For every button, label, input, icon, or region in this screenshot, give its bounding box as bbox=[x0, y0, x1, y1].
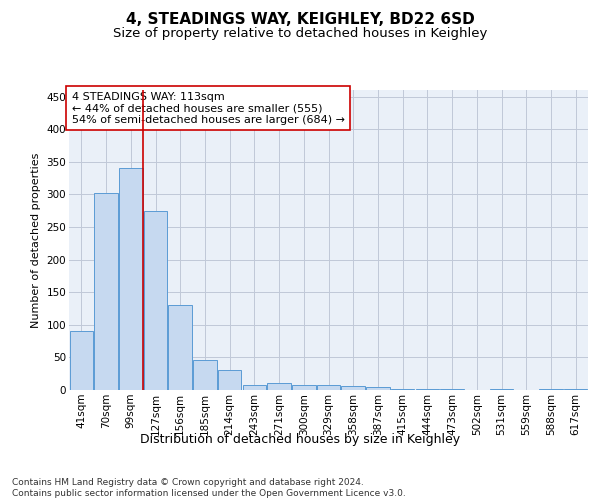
Bar bbox=[70, 332, 93, 390]
Bar bbox=[391, 388, 415, 390]
Bar bbox=[144, 210, 167, 390]
Bar bbox=[193, 360, 217, 390]
Text: Contains HM Land Registry data © Crown copyright and database right 2024.
Contai: Contains HM Land Registry data © Crown c… bbox=[12, 478, 406, 498]
Y-axis label: Number of detached properties: Number of detached properties bbox=[31, 152, 41, 328]
Bar bbox=[317, 385, 340, 390]
Bar bbox=[169, 305, 192, 390]
Bar bbox=[292, 385, 316, 390]
Bar bbox=[242, 385, 266, 390]
Bar bbox=[440, 388, 464, 390]
Bar bbox=[539, 388, 563, 390]
Text: Distribution of detached houses by size in Keighley: Distribution of detached houses by size … bbox=[140, 432, 460, 446]
Bar bbox=[564, 388, 587, 390]
Bar bbox=[416, 388, 439, 390]
Bar bbox=[490, 388, 513, 390]
Text: Size of property relative to detached houses in Keighley: Size of property relative to detached ho… bbox=[113, 28, 487, 40]
Text: 4 STEADINGS WAY: 113sqm
← 44% of detached houses are smaller (555)
54% of semi-d: 4 STEADINGS WAY: 113sqm ← 44% of detache… bbox=[71, 92, 344, 124]
Text: 4, STEADINGS WAY, KEIGHLEY, BD22 6SD: 4, STEADINGS WAY, KEIGHLEY, BD22 6SD bbox=[125, 12, 475, 28]
Bar bbox=[268, 384, 291, 390]
Bar bbox=[119, 168, 143, 390]
Bar bbox=[218, 370, 241, 390]
Bar bbox=[366, 388, 389, 390]
Bar bbox=[341, 386, 365, 390]
Bar bbox=[94, 193, 118, 390]
